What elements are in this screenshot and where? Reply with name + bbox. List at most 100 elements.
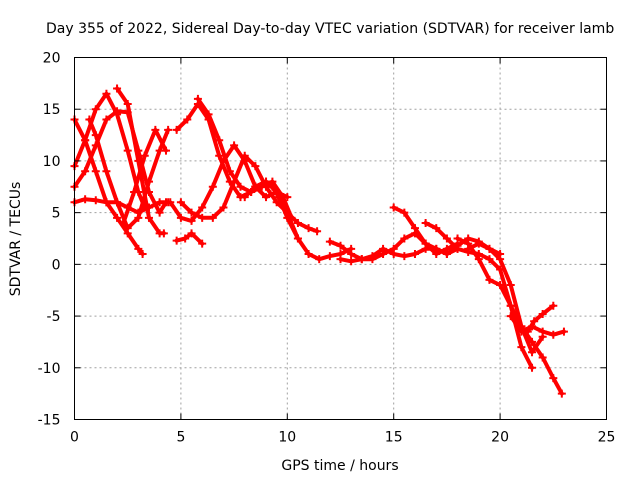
data-point	[453, 234, 462, 243]
x-tick-label: 25	[598, 430, 616, 446]
data-point	[198, 213, 207, 222]
data-point	[123, 146, 132, 155]
data-point	[549, 374, 558, 383]
data-point	[91, 196, 100, 205]
data-point	[187, 208, 196, 217]
data-point	[336, 241, 345, 250]
data-point	[91, 167, 100, 176]
series-line	[525, 303, 556, 334]
data-point	[144, 177, 153, 186]
data-point	[293, 218, 302, 227]
series-line	[174, 231, 205, 246]
data-point	[198, 239, 207, 248]
data-point	[81, 195, 90, 204]
data-point	[485, 255, 494, 264]
data-point	[251, 182, 260, 191]
x-tick-label: 0	[70, 430, 79, 446]
y-tick-label: 20	[43, 51, 61, 67]
series-sat-e	[85, 115, 173, 233]
data-point	[557, 389, 566, 398]
x-axis-title: GPS time / hours	[281, 458, 398, 474]
data-point	[219, 156, 228, 165]
data-point	[432, 244, 441, 253]
data-point	[432, 224, 441, 233]
data-point	[442, 250, 451, 259]
data-point	[187, 229, 196, 238]
data-point	[81, 136, 90, 145]
data-point	[530, 317, 539, 326]
y-tick-label: -5	[47, 309, 61, 325]
data-point	[485, 244, 494, 253]
data-point	[410, 250, 419, 259]
tick-layer: 0 5 10 15 20 25 -15 -10 -5 0 5 10 15 20	[38, 51, 616, 446]
y-tick-label: -10	[38, 361, 61, 377]
data-point	[102, 115, 111, 124]
data-point	[102, 167, 111, 176]
data-point	[528, 348, 537, 357]
data-point	[496, 255, 505, 264]
data-point	[559, 327, 568, 336]
data-point	[164, 125, 173, 134]
data-point	[496, 281, 505, 290]
data-point	[410, 224, 419, 233]
data-point	[198, 203, 207, 212]
data-point	[240, 193, 249, 202]
data-point	[304, 224, 313, 233]
chart-title: Day 355 of 2022, Sidereal Day-to-day VTE…	[46, 21, 614, 37]
data-point	[485, 275, 494, 284]
data-point	[464, 244, 473, 253]
x-tick-label: 10	[278, 430, 296, 446]
data-point	[379, 244, 388, 253]
data-point	[181, 234, 190, 243]
data-point	[389, 250, 398, 259]
data-point	[538, 353, 547, 362]
data-point	[240, 156, 249, 165]
data-point	[474, 255, 483, 264]
data-point	[347, 257, 356, 266]
data-point	[336, 255, 345, 264]
data-point	[283, 208, 292, 217]
y-tick-label: 10	[43, 154, 61, 170]
y-tick-label: -15	[38, 413, 61, 429]
data-point	[304, 250, 313, 259]
data-point	[172, 236, 181, 245]
data-point	[262, 193, 271, 202]
x-tick-label: 20	[491, 430, 509, 446]
series-sat-t	[464, 239, 547, 357]
data-point	[91, 131, 100, 140]
data-point	[140, 151, 149, 160]
series-sat-j	[193, 94, 296, 222]
data-point	[517, 343, 526, 352]
series-sat-n	[251, 177, 302, 243]
y-tick-label: 15	[43, 102, 61, 118]
series-sat-f	[113, 84, 168, 238]
data-point	[528, 363, 537, 372]
data-point	[283, 193, 292, 202]
data-point	[400, 234, 409, 243]
data-point	[204, 110, 213, 119]
data-point	[134, 156, 143, 165]
data-point	[315, 255, 324, 264]
data-point	[113, 213, 122, 222]
data-point	[172, 125, 181, 134]
data-point	[193, 94, 202, 103]
x-tick-label: 15	[385, 430, 403, 446]
data-point	[225, 167, 234, 176]
data-point	[313, 227, 322, 236]
data-point	[506, 301, 515, 310]
data-point	[102, 89, 111, 98]
x-tick-label: 5	[176, 430, 185, 446]
data-point	[176, 213, 185, 222]
data-point	[144, 213, 153, 222]
data-point	[474, 239, 483, 248]
data-point	[123, 100, 132, 109]
series-line	[72, 109, 168, 215]
data-point	[389, 203, 398, 212]
series-sat-l	[172, 229, 207, 248]
data-point	[215, 151, 224, 160]
data-point	[325, 252, 334, 261]
data-point	[506, 281, 515, 290]
data-point	[162, 146, 171, 155]
series-layer	[70, 84, 568, 398]
